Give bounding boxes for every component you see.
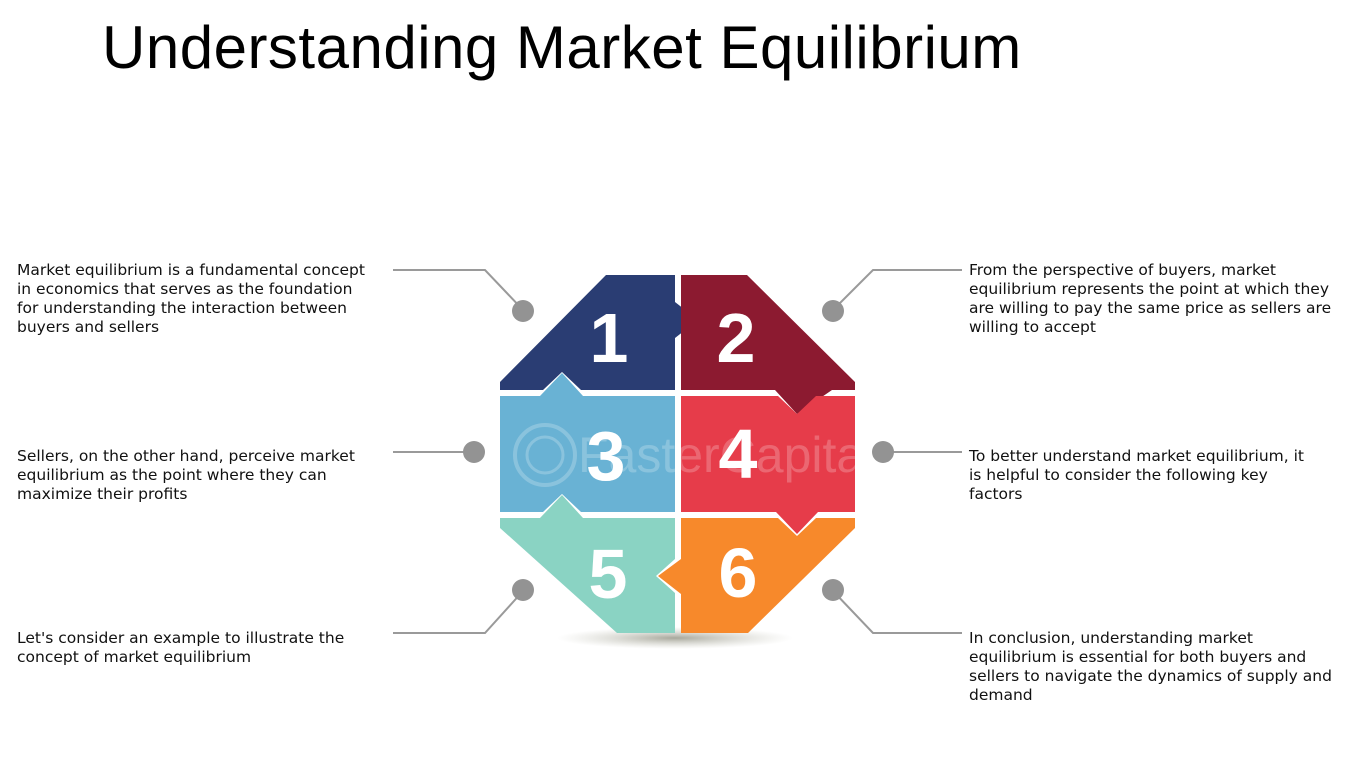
connector-2 xyxy=(833,270,962,310)
piece-number-4: 4 xyxy=(719,415,758,493)
piece-number-2: 2 xyxy=(717,299,756,377)
connector-dot-5 xyxy=(512,579,534,601)
piece-number-6: 6 xyxy=(719,534,758,612)
connector-dot-6 xyxy=(822,579,844,601)
connector-dot-2 xyxy=(822,300,844,322)
puzzle-piece-5 xyxy=(500,495,675,633)
piece-number-5: 5 xyxy=(589,535,628,613)
puzzle-piece-2 xyxy=(681,275,855,414)
connector-1 xyxy=(393,270,523,310)
connector-dot-1 xyxy=(512,300,534,322)
connector-5 xyxy=(393,591,523,633)
piece-number-3: 3 xyxy=(587,417,626,495)
connector-dot-3 xyxy=(463,441,485,463)
connector-6 xyxy=(833,591,962,633)
piece-number-1: 1 xyxy=(590,299,629,377)
